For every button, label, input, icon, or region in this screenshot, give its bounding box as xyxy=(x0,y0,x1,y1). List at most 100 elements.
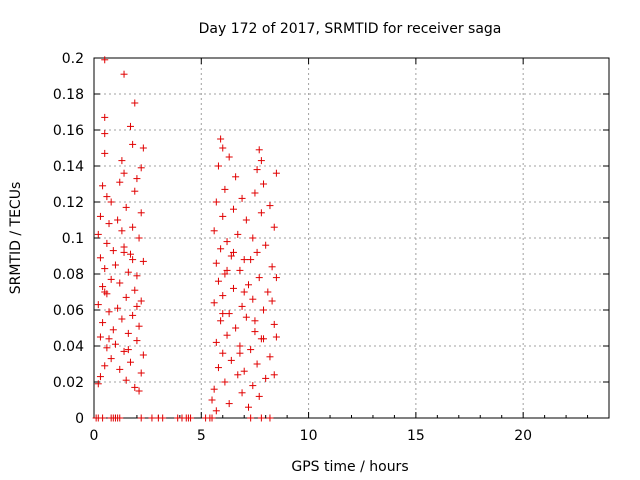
x-axis-title: GPS time / hours xyxy=(291,459,408,475)
data-point xyxy=(229,248,237,256)
data-point xyxy=(103,239,111,247)
data-point xyxy=(217,317,225,325)
data-point xyxy=(210,385,218,393)
data-point xyxy=(272,169,280,177)
data-point xyxy=(116,178,124,186)
data-point xyxy=(268,297,276,305)
data-point xyxy=(105,308,113,316)
data-point xyxy=(129,311,137,319)
x-tick-label: 10 xyxy=(300,428,318,444)
data-point xyxy=(131,99,139,107)
plot-frame xyxy=(93,57,610,419)
y-tick-label: 0 xyxy=(75,411,84,427)
data-point xyxy=(131,286,139,294)
data-point xyxy=(148,414,156,422)
data-point xyxy=(257,157,265,165)
data-point xyxy=(103,344,111,352)
data-point xyxy=(137,297,145,305)
data-point xyxy=(217,245,225,253)
data-point xyxy=(270,223,278,231)
data-point xyxy=(122,293,130,301)
data-point xyxy=(133,302,141,310)
data-point xyxy=(133,337,141,345)
data-point xyxy=(105,335,113,343)
data-point xyxy=(270,371,278,379)
data-point xyxy=(118,227,126,235)
data-point xyxy=(129,256,137,264)
data-point xyxy=(240,288,248,296)
data-point xyxy=(135,234,143,242)
data-point xyxy=(272,274,280,282)
data-point xyxy=(126,250,134,258)
data-point xyxy=(126,358,134,366)
y-tick-label: 0.14 xyxy=(53,159,84,175)
data-point xyxy=(131,187,139,195)
data-point xyxy=(107,355,115,363)
data-point xyxy=(229,284,237,292)
data-point xyxy=(251,317,259,325)
y-tick-label: 0.18 xyxy=(53,87,84,103)
data-point xyxy=(236,349,244,357)
data-point xyxy=(101,265,109,273)
data-point xyxy=(210,227,218,235)
data-point xyxy=(240,367,248,375)
data-point xyxy=(103,193,111,201)
data-point xyxy=(272,333,280,341)
data-point xyxy=(223,331,231,339)
data-point xyxy=(94,301,102,309)
data-point xyxy=(236,342,244,350)
grid xyxy=(94,58,609,418)
data-point xyxy=(262,374,270,382)
data-point xyxy=(101,149,109,157)
x-tick-label: 15 xyxy=(407,428,425,444)
data-point xyxy=(223,238,231,246)
data-point xyxy=(96,254,104,262)
data-point xyxy=(251,328,259,336)
data-point xyxy=(99,182,107,190)
data-point xyxy=(111,340,119,348)
data-point xyxy=(214,364,222,372)
data-point xyxy=(214,277,222,285)
data-point xyxy=(122,376,130,384)
data-point xyxy=(249,382,257,390)
data-point xyxy=(114,304,122,312)
data-point xyxy=(260,335,268,343)
data-point xyxy=(270,320,278,328)
data-point xyxy=(212,407,220,415)
data-point xyxy=(124,346,132,354)
data-point xyxy=(129,140,137,148)
data-point xyxy=(109,326,117,334)
data-point xyxy=(99,414,107,422)
data-point xyxy=(139,351,147,359)
data-point xyxy=(133,272,141,280)
data-point xyxy=(238,302,246,310)
data-point xyxy=(96,333,104,341)
data-point xyxy=(137,164,145,172)
data-point xyxy=(107,198,115,206)
data-point xyxy=(129,223,137,231)
data-point xyxy=(253,360,261,368)
data-point xyxy=(137,369,145,377)
data-point xyxy=(116,414,124,422)
data-point xyxy=(223,266,231,274)
data-point xyxy=(238,194,246,202)
y-tick-label: 0.02 xyxy=(53,375,84,391)
data-point xyxy=(116,365,124,373)
data-point xyxy=(120,70,128,78)
x-tick-label: 5 xyxy=(197,428,206,444)
data-point xyxy=(99,283,107,291)
data-point xyxy=(266,353,274,361)
data-point xyxy=(94,230,102,238)
data-point xyxy=(260,180,268,188)
data-point xyxy=(96,373,104,381)
data-point xyxy=(221,185,229,193)
data-point xyxy=(94,380,102,388)
y-tick-label: 0.08 xyxy=(53,267,84,283)
data-point xyxy=(120,347,128,355)
data-point xyxy=(245,281,252,289)
data-point xyxy=(212,338,220,346)
data-point xyxy=(137,414,145,422)
data-point xyxy=(257,414,265,422)
data-point xyxy=(219,310,227,318)
